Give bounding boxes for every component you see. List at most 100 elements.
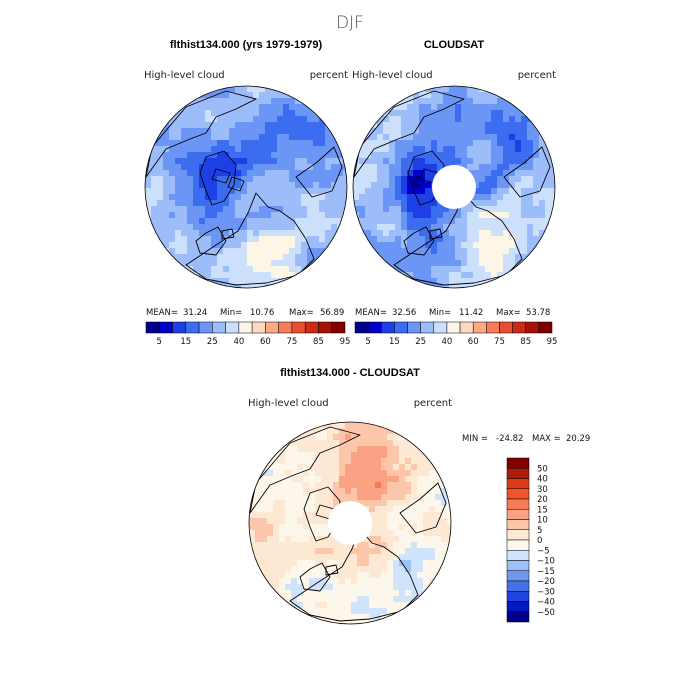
field-cell xyxy=(321,596,328,603)
field-cell xyxy=(259,98,266,105)
colorbar-tick-label: −10 xyxy=(537,557,555,567)
field-cell xyxy=(545,158,552,165)
panel-a-title: flthist134.000 (yrs 1979-1979) xyxy=(170,39,323,51)
field-cell xyxy=(485,116,492,123)
field-cell xyxy=(435,548,442,555)
field-cell xyxy=(371,194,378,201)
field-cell xyxy=(417,590,424,597)
field-cell xyxy=(175,140,182,147)
field-cell xyxy=(441,530,448,537)
field-cell xyxy=(417,584,424,591)
field-cell xyxy=(313,260,320,267)
field-cell xyxy=(485,266,492,273)
field-cell xyxy=(443,140,450,147)
field-cell xyxy=(297,500,304,507)
field-cell xyxy=(365,164,372,171)
field-cell xyxy=(395,224,402,231)
field-cell xyxy=(393,506,400,513)
field-cell xyxy=(425,224,432,231)
field-cell xyxy=(383,140,390,147)
field-cell xyxy=(375,506,382,513)
panel-c-max-label: MAX = xyxy=(532,434,561,444)
field-cell xyxy=(235,110,242,117)
field-cell xyxy=(315,578,322,585)
field-cell xyxy=(393,488,400,495)
field-cell xyxy=(309,578,316,585)
field-cell xyxy=(521,236,528,243)
field-cell xyxy=(393,476,400,483)
field-cell xyxy=(325,206,332,213)
panel-b-max-value: 53.78 xyxy=(526,308,550,318)
field-cell xyxy=(169,140,176,147)
field-cell xyxy=(399,566,406,573)
field-cell xyxy=(429,506,436,513)
field-cell xyxy=(485,242,492,249)
field-cell xyxy=(297,434,304,441)
field-cell xyxy=(169,128,176,135)
field-cell xyxy=(307,170,314,177)
field-cell xyxy=(369,512,376,519)
field-cell xyxy=(193,170,200,177)
field-cell xyxy=(377,176,384,183)
colorbar-swatch xyxy=(499,321,513,334)
field-cell xyxy=(405,560,412,567)
field-cell xyxy=(339,548,346,555)
field-cell xyxy=(497,116,504,123)
field-cell xyxy=(441,512,448,519)
field-cell xyxy=(211,182,218,189)
colorbar-swatch xyxy=(433,321,448,334)
field-cell xyxy=(411,476,418,483)
field-cell xyxy=(551,182,555,189)
field-cell xyxy=(407,110,414,117)
field-cell xyxy=(503,194,510,201)
field-cell xyxy=(359,218,366,225)
field-cell xyxy=(193,254,200,261)
field-cell xyxy=(259,134,266,141)
field-cell xyxy=(381,464,388,471)
field-cell xyxy=(321,530,328,537)
field-cell xyxy=(515,116,522,123)
field-cell xyxy=(455,128,462,135)
field-cell xyxy=(381,578,388,585)
field-cell xyxy=(383,230,390,237)
field-cell xyxy=(467,260,474,267)
field-cell xyxy=(369,476,376,483)
field-cell xyxy=(441,518,448,525)
field-cell xyxy=(375,596,382,603)
field-cell xyxy=(319,128,326,135)
colorbar-swatch xyxy=(506,570,530,582)
coastline xyxy=(399,482,447,534)
field-cell xyxy=(337,200,344,207)
field-cell xyxy=(425,206,432,213)
field-cell xyxy=(321,584,328,591)
field-cell xyxy=(365,242,372,249)
field-cell xyxy=(295,182,302,189)
field-cell xyxy=(321,524,328,531)
field-cell xyxy=(401,116,408,123)
field-cell xyxy=(265,140,272,147)
field-cell xyxy=(387,476,394,483)
field-cell xyxy=(297,584,304,591)
field-cell xyxy=(461,230,468,237)
field-cell xyxy=(283,260,290,267)
field-cell xyxy=(363,554,370,561)
field-cell xyxy=(545,194,552,201)
field-cell xyxy=(205,182,212,189)
field-cell xyxy=(223,200,230,207)
field-cell xyxy=(363,584,370,591)
field-cell xyxy=(321,434,328,441)
field-cell xyxy=(217,98,224,105)
panel-c-left-label: High-level cloud xyxy=(248,398,329,409)
field-cell xyxy=(405,518,412,525)
field-cell xyxy=(241,170,248,177)
field-cell xyxy=(381,602,388,609)
field-cell xyxy=(449,284,456,288)
field-cell xyxy=(217,146,224,153)
field-cell xyxy=(431,284,438,288)
field-cell xyxy=(515,128,522,135)
field-cell xyxy=(267,530,274,537)
field-cell xyxy=(265,122,272,129)
field-cell xyxy=(279,530,286,537)
field-cell xyxy=(353,182,360,189)
field-cell xyxy=(319,134,326,141)
